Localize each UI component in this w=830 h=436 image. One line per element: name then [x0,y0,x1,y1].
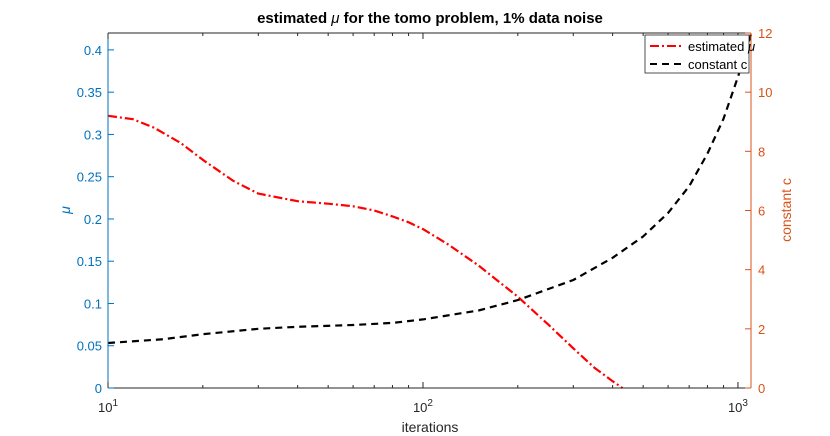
y-right-tick-label: 10 [758,85,772,100]
legend-box [644,34,750,74]
y-left-axis-label: μ [57,206,73,215]
y-left-tick-label: 0 [95,381,102,396]
x-ticks: 101 102 103 [98,33,748,415]
y-right-ticks: 0 2 4 6 8 10 12 [745,26,772,396]
legend-label-constant-c: constant c [688,57,748,72]
series-line-constant-c [107,34,753,345]
y-right-tick-label: 2 [758,322,765,337]
y-right-tick-label: 6 [758,204,765,219]
chart-title-suffix: for the tomo problem, 1% data noise [340,10,603,27]
legend-label-estimated-mu-symbol: μ [747,39,755,54]
y-left-tick-label: 0.25 [77,170,102,185]
y-left-tick-label: 0.1 [84,296,102,311]
y-right-axis-label: constant c [778,178,794,242]
y-right-tick-label: 12 [758,26,772,41]
series-layer [107,34,753,389]
legend-label-estimated-mu-prefix: estimated [688,39,748,54]
series-line-estimated-mu [107,114,624,389]
chart-title: estimated μ for the tomo problem, 1% dat… [257,10,603,27]
x-tick-label-base: 10 [413,400,427,415]
x-tick-label-exponent: 2 [427,398,433,409]
y-left-tick-label: 0.35 [77,85,102,100]
plot-area [108,33,751,388]
y-left-tick-label: 0.15 [77,254,102,269]
y-left-tick-label: 0.2 [84,212,102,227]
y-right-tick-label: 4 [758,263,765,278]
x-tick-label-exponent: 1 [112,398,118,409]
y-left-tick-label: 0.4 [84,43,102,58]
y-right-tick-label: 8 [758,144,765,159]
y-left-ticks: 0 0.05 0.1 0.15 0.2 0.25 0.3 0.35 0.4 [77,43,114,396]
x-tick-label-exponent: 3 [742,398,748,409]
y-right-tick-label: 0 [758,381,765,396]
y-left-tick-label: 0.3 [84,127,102,142]
chart-title-symbol: μ [330,10,339,27]
legend-label-estimated-mu: estimated μ [688,39,755,54]
legend: estimated μ constant c [644,34,755,74]
y-left-tick-label: 0.05 [77,339,102,354]
x-tick-label: 102 [413,398,433,415]
x-tick-label: 101 [98,398,118,415]
x-axis-label: iterations [402,419,459,435]
x-tick-label-base: 10 [98,400,112,415]
x-tick-label-base: 10 [728,400,742,415]
x-tick-label: 103 [728,398,748,415]
chart-title-prefix: estimated [257,10,331,27]
